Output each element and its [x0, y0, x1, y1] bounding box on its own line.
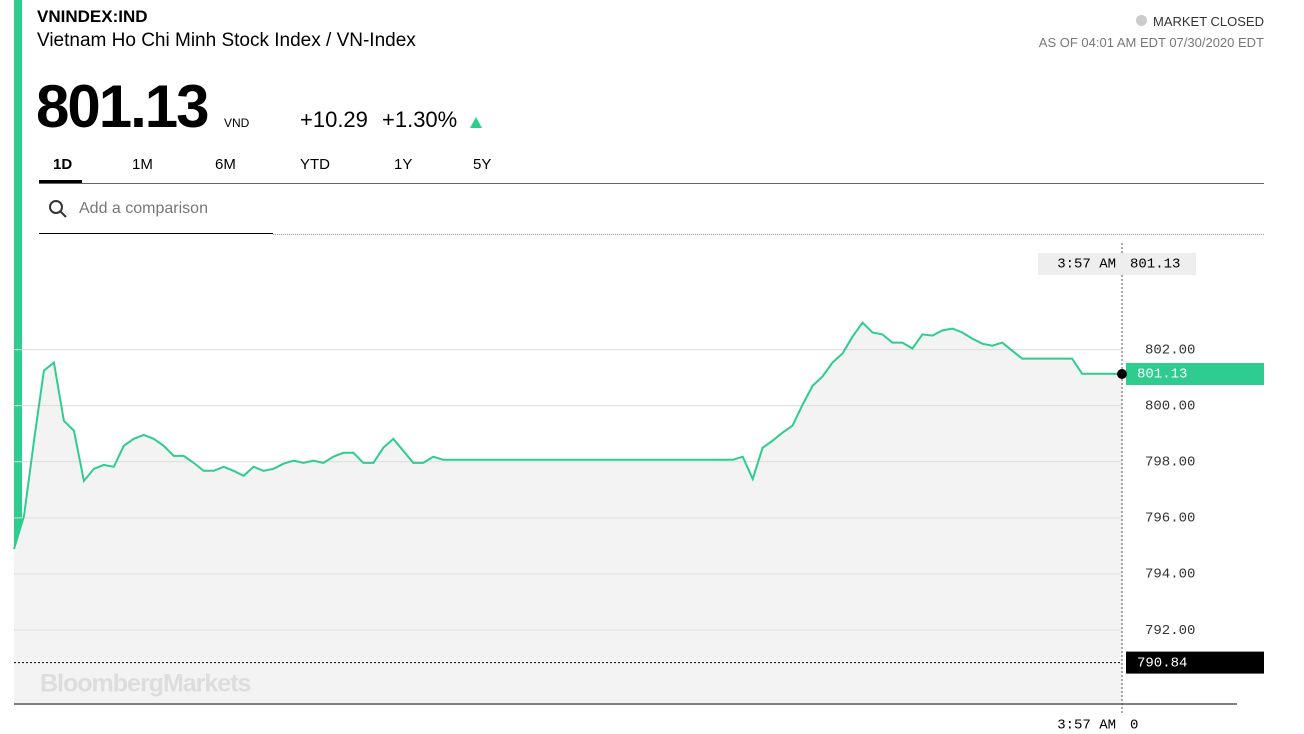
area-fill [14, 322, 1122, 703]
active-tab-underline [39, 180, 82, 183]
as-of: AS OF 04:01 AM EDT 07/30/2020 EDT [1038, 35, 1264, 50]
range-tab[interactable]: 6M [215, 156, 236, 173]
y-tick-label: 796.00 [1145, 511, 1195, 527]
last-value-box [1126, 362, 1264, 385]
last-point [1117, 368, 1127, 379]
time-box [1038, 253, 1196, 275]
accent-bar [14, 0, 22, 550]
volume-time-box [1038, 714, 1146, 734]
watermark: BloombergMarkets [40, 670, 251, 698]
search-icon [49, 200, 67, 218]
change: +10.29 [300, 107, 368, 132]
up-arrow [470, 117, 482, 128]
tabs-divider [39, 183, 1264, 184]
range-tab[interactable]: 1Y [394, 156, 413, 173]
range-tab[interactable]: YTD [300, 156, 330, 173]
y-tick-label: 800.00 [1145, 398, 1195, 414]
crosshair-time: 3:57 AM [1057, 257, 1116, 273]
y-tick-label: 794.00 [1145, 567, 1195, 583]
last-value-label: 801.13 [1137, 367, 1187, 383]
volume-time: 3:57 AM [1057, 718, 1116, 734]
currency: VND [224, 116, 250, 130]
input-underline [39, 233, 273, 234]
y-tick-label: 798.00 [1145, 454, 1195, 470]
previous-close-label: 790.84 [1137, 655, 1187, 671]
y-tick-label: 792.00 [1145, 623, 1195, 639]
comparison-input[interactable]: Add a comparison [79, 200, 208, 217]
price: 801.13 [36, 73, 210, 140]
ticker: VNINDEX:IND [37, 7, 148, 26]
previous-close-box [1126, 651, 1264, 674]
range-tab[interactable]: 1D [53, 156, 73, 173]
change-pct: +1.30% [382, 107, 458, 132]
price-line [13, 321, 1123, 550]
status-dot [1136, 15, 1147, 26]
crosshair-value: 801.13 [1130, 257, 1180, 273]
volume-value: 0 [1130, 718, 1138, 734]
search-divider [273, 234, 1264, 235]
market-status: MARKET CLOSED [1152, 14, 1264, 29]
range-tab[interactable]: 5Y [473, 156, 492, 173]
y-tick-label: 802.00 [1145, 342, 1195, 358]
index-name: Vietnam Ho Chi Minh Stock Index / VN-Ind… [37, 30, 416, 51]
range-tab[interactable]: 1M [132, 156, 153, 173]
